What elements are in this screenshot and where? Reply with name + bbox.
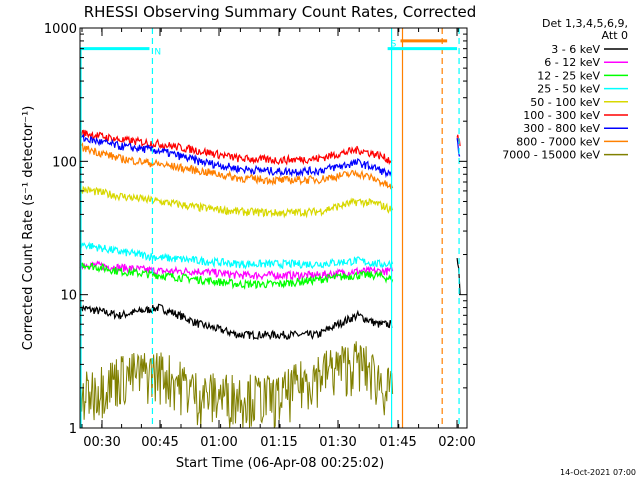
legend-label-8: 7000 - 15000 keV	[502, 149, 600, 162]
x-tick-label-0030: 00:30	[83, 435, 120, 450]
plot-area: NS	[79, 28, 461, 429]
series-line-25-50keV-0	[79, 241, 394, 270]
legend-header-line-2: Att 0	[602, 29, 628, 42]
x-tick-label-0115: 01:15	[260, 435, 297, 450]
y-tick-label-100: 100	[52, 155, 77, 170]
chart-title: RHESSI Observing Summary Count Rates, Co…	[84, 3, 477, 21]
legend-label-5: 100 - 300 keV	[523, 109, 600, 122]
legend-label-3: 25 - 50 keV	[537, 83, 600, 96]
legend-label-4: 50 - 100 keV	[530, 96, 600, 109]
legend-label-1: 6 - 12 keV	[544, 56, 600, 69]
plot-frame	[79, 27, 468, 429]
series-line-6-12keV-0	[79, 260, 394, 282]
legend-label-6: 300 - 800 keV	[523, 122, 600, 135]
y-tick-label-1000: 1000	[44, 22, 77, 37]
x-tick-label-0045: 00:45	[141, 435, 178, 450]
x-tick-label-0100: 01:00	[200, 435, 237, 450]
flag-label-N: N	[154, 48, 161, 58]
series-line-7000-15000keV-0	[79, 341, 394, 429]
axes: 1 10 100 1000 00:30 00:45 01:00 01:15 01:30 01:45…	[44, 22, 476, 450]
series-line-100-300keV-0	[79, 129, 393, 166]
y-axis-label: Corrected Count Rate (s⁻¹ detector⁻¹)	[21, 106, 36, 351]
flag-label-S: S	[391, 40, 397, 50]
x-axis-label: Start Time (06-Apr-08 00:25:02)	[176, 456, 384, 471]
x-tick-label-0145: 01:45	[379, 435, 416, 450]
y-tick-label-1: 1	[69, 422, 77, 437]
series-line-300-800keV-0	[79, 133, 392, 179]
legend-label-2: 12 - 25 keV	[537, 69, 600, 82]
y-tick-label-10: 10	[60, 289, 77, 304]
series-line-800-7000keV-0	[79, 142, 394, 190]
series-line-3-6keV-0	[79, 303, 393, 341]
legend-label-7: 800 - 7000 keV	[516, 135, 600, 148]
legend-label-0: 3 - 6 keV	[551, 43, 600, 56]
x-tick-label-0130: 01:30	[319, 435, 356, 450]
series-line-3-6keV-1	[456, 258, 461, 295]
series-line-50-100keV-0	[79, 185, 394, 219]
legend-header-line-1: Det 1,3,4,5,6,9,	[542, 17, 628, 30]
series-line-12-25keV-0	[79, 261, 394, 290]
x-tick-label-0200: 02:00	[438, 435, 475, 450]
timestamp: 14-Oct-2021 07:00	[560, 468, 636, 477]
